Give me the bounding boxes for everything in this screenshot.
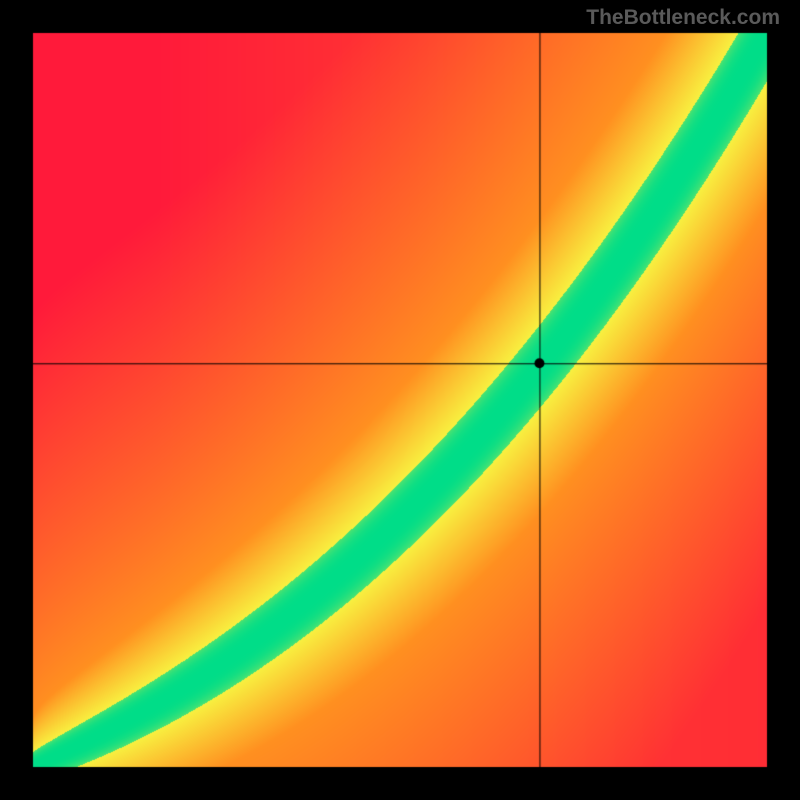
heatmap-canvas <box>0 0 800 800</box>
watermark-text: TheBottleneck.com <box>586 6 780 30</box>
chart-container: TheBottleneck.com <box>0 0 800 800</box>
